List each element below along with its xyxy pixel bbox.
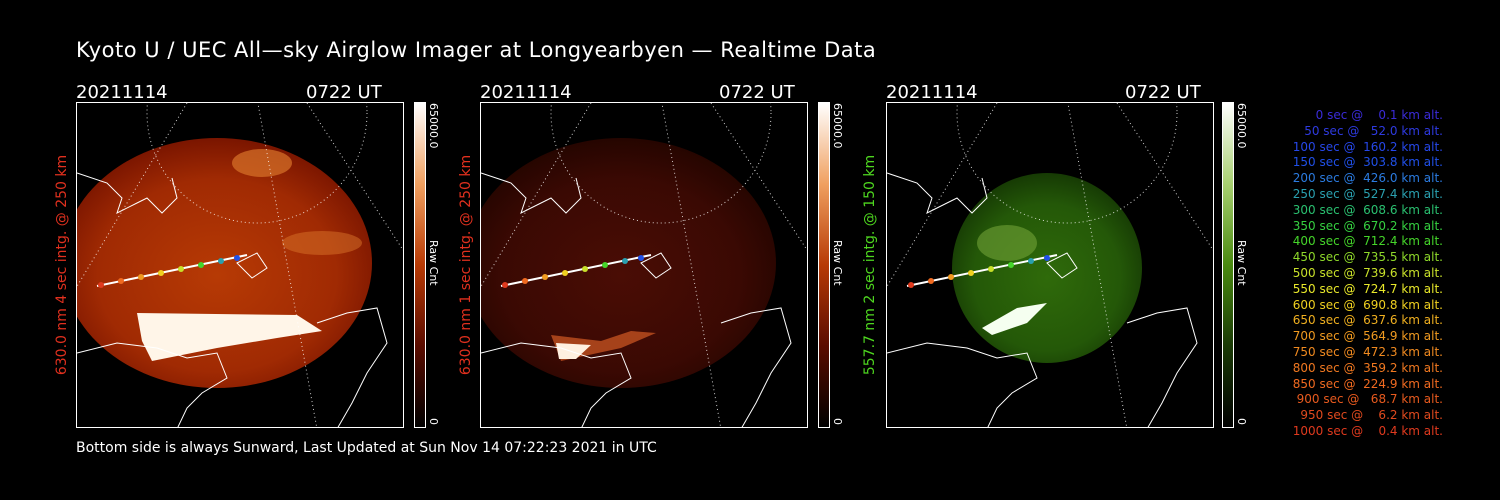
panel-3-cbar-max: 65000.0 (1235, 103, 1248, 149)
panel-3-ylabel: 557.7 nm 2 sec intg. @ 150 km (862, 154, 878, 376)
legend-row: 250 sec @ 527.4 km alt. (1288, 186, 1443, 201)
legend-row: 600 sec @ 690.8 km alt. (1288, 297, 1443, 312)
panel-3-date: 20211114 (886, 82, 978, 103)
legend-row: 150 sec @ 303.8 km alt. (1288, 155, 1443, 170)
panel-2-date: 20211114 (480, 82, 572, 103)
legend-row: 0 sec @ 0.1 km alt. (1304, 108, 1443, 122)
track-dots (500, 254, 652, 288)
panel-2-ylabel: 630.0 nm 1 sec intg. @ 250 km (458, 154, 474, 376)
legend-row: 750 sec @ 472.3 km alt. (1288, 344, 1443, 359)
sky-disc (77, 138, 372, 388)
panel-3-image (886, 102, 1214, 428)
aurora-band (982, 303, 1047, 335)
grid-lines (887, 103, 1213, 427)
panel-2-time: 0722 UT (719, 82, 795, 103)
legend-row: 200 sec @ 426.0 km alt. (1288, 171, 1443, 186)
panel-3-time: 0722 UT (1125, 82, 1201, 103)
panel-2-cbar-unit: Raw Cnt (831, 240, 844, 286)
panel-3-cbar-unit: Raw Cnt (1235, 240, 1248, 286)
panel-1-ylabel: 630.0 nm 4 sec intg. @ 250 km (54, 154, 70, 376)
legend-row: 450 sec @ 735.5 km alt. (1288, 250, 1443, 265)
legend-row: 550 sec @ 724.7 km alt. (1288, 281, 1443, 296)
legend-row: 950 sec @ 6.2 km alt. (1296, 408, 1443, 423)
panel-1-image (76, 102, 404, 428)
sky-disc (952, 173, 1142, 363)
legend-row: 800 sec @ 359.2 km alt. (1288, 360, 1443, 375)
panel-1-svg (77, 103, 403, 427)
panel-2-colorbar (818, 102, 830, 428)
legend-row: 300 sec @ 608.6 km alt. (1288, 202, 1443, 217)
legend-row: 850 sec @ 224.9 km alt. (1288, 376, 1443, 391)
altitude-legend: 0 sec @ 0.1 km alt. 50 sec @ 52.0 km alt… (1289, 108, 1443, 440)
panel-3-colorbar (1222, 102, 1234, 428)
legend-row: 650 sec @ 637.6 km alt. (1288, 313, 1443, 328)
aurora-band (137, 313, 322, 361)
footer-status: Bottom side is always Sunward, Last Upda… (76, 440, 657, 456)
panel-3-svg (887, 103, 1213, 427)
sky-disc (481, 138, 776, 388)
panel-1-time: 0722 UT (306, 82, 382, 103)
track-dots (96, 254, 248, 288)
panel-1-cbar-max: 65000.0 (427, 103, 440, 149)
panel-1-cbar-unit: Raw Cnt (427, 240, 440, 286)
grid-lines (481, 103, 807, 427)
grid-lines (77, 103, 403, 427)
panel-1-date: 20211114 (76, 82, 168, 103)
track-dots (906, 254, 1058, 288)
panel-2-svg (481, 103, 807, 427)
coastlines (887, 172, 1198, 427)
legend-row: 900 sec @ 68.7 km alt. (1292, 392, 1443, 407)
legend-row: 400 sec @ 712.4 km alt. (1288, 234, 1443, 249)
legend-row: 700 sec @ 564.9 km alt. (1288, 329, 1443, 344)
legend-row: 500 sec @ 739.6 km alt. (1288, 265, 1443, 280)
legend-row: 50 sec @ 52.0 km alt. (1296, 123, 1443, 138)
panel-3-cbar-min: 0 (1235, 418, 1248, 425)
coastlines (481, 172, 792, 427)
panel-2-cbar-min: 0 (831, 418, 844, 425)
legend-row: 1000 sec @ 0.4 km alt. (1292, 423, 1443, 438)
panel-1-colorbar (414, 102, 426, 428)
panel-1-cbar-min: 0 (427, 418, 440, 425)
panel-2-image (480, 102, 808, 428)
legend-row: 350 sec @ 670.2 km alt. (1288, 218, 1443, 233)
page-title: Kyoto U / UEC All—sky Airglow Imager at … (76, 38, 877, 62)
legend-row: 100 sec @ 160.2 km alt. (1288, 139, 1443, 154)
panel-2-cbar-max: 65000.0 (831, 103, 844, 149)
aurora-band (556, 343, 591, 359)
coastlines (77, 172, 388, 427)
